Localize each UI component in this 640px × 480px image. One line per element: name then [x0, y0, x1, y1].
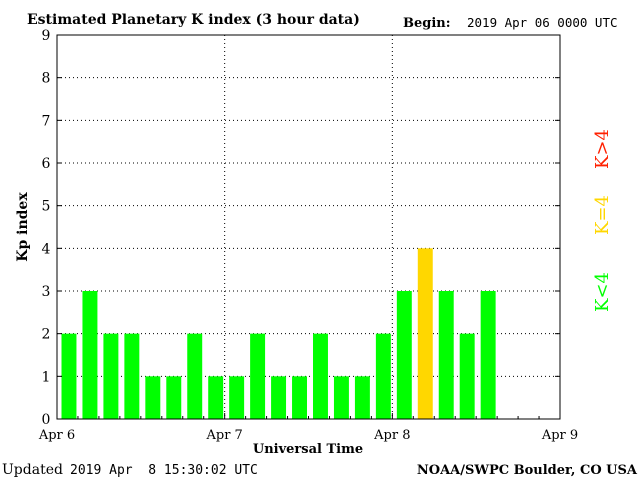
- kp-bar: [438, 291, 454, 419]
- plot-area: [57, 35, 560, 419]
- kp-bar: [208, 376, 224, 419]
- kp-bar: [417, 248, 433, 419]
- y-tick-label: 4: [42, 241, 51, 257]
- legend-k-greater-4: K>4: [592, 129, 613, 169]
- kp-bar: [480, 291, 496, 419]
- kp-bar: [124, 333, 140, 419]
- y-tick-label: 1: [42, 369, 51, 385]
- kp-bar: [459, 333, 475, 419]
- bar-series: [61, 248, 496, 419]
- legend-k-less-4: K<4: [592, 272, 613, 312]
- kp-bar: [145, 376, 161, 419]
- updated-value: 2019 Apr 8 15:30:02 UTC: [70, 463, 258, 478]
- y-tick-label: 3: [42, 284, 51, 300]
- kp-bar: [187, 333, 203, 419]
- x-axis-label: Universal Time: [253, 442, 363, 457]
- chart-title: Estimated Planetary K index (3 hour data…: [27, 12, 360, 28]
- kp-bar: [103, 333, 119, 419]
- y-axis-label: Kp index: [15, 192, 31, 262]
- begin-value: 2019 Apr 06 0000 UTC: [467, 15, 618, 30]
- updated-label: Updated: [2, 462, 63, 478]
- y-tick-label: 5: [42, 199, 51, 215]
- kp-bar: [82, 291, 98, 419]
- kp-bar: [375, 333, 391, 419]
- begin-label: Begin:: [403, 16, 451, 31]
- kp-bar: [354, 376, 370, 419]
- axes: 0 1 2 3 4 5 6 7 8 9 Apr 6 Apr 7 Apr 8 Apr 9: [38, 28, 578, 443]
- kp-bar: [313, 333, 328, 419]
- y-tick-label: 8: [42, 71, 51, 87]
- kp-bar: [333, 376, 349, 419]
- kp-bar: [250, 333, 266, 419]
- y-tick-label: 2: [42, 327, 51, 343]
- kp-bar: [271, 376, 287, 419]
- kp-bar: [61, 333, 77, 419]
- y-tick-label: 7: [42, 113, 51, 129]
- y-tick-label: 9: [42, 28, 51, 44]
- x-tick-label: Apr 9: [541, 428, 578, 443]
- x-tick-label: Apr 7: [206, 428, 243, 443]
- legend-k-equal-4: K=4: [592, 195, 613, 235]
- x-tick-label: Apr 6: [38, 428, 75, 443]
- y-tick-label: 0: [42, 412, 51, 428]
- kp-bar: [292, 376, 307, 419]
- kp-bar: [229, 376, 245, 419]
- kp-bar: [396, 291, 412, 419]
- footer-credit: NOAA/SWPC Boulder, CO USA: [417, 463, 638, 478]
- y-tick-label: 6: [42, 156, 51, 172]
- x-tick-label: Apr 8: [373, 428, 410, 443]
- kp-bar: [166, 376, 182, 419]
